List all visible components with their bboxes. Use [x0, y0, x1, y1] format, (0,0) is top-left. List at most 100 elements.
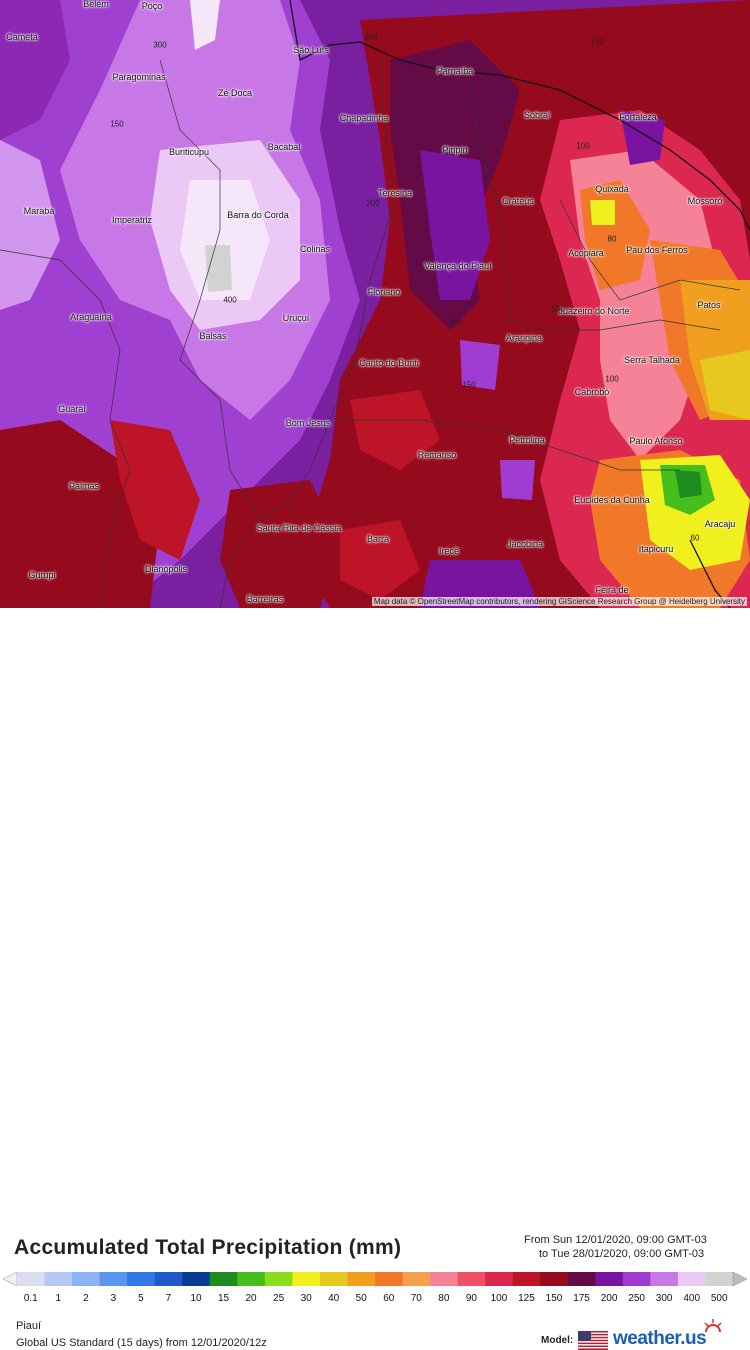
- contour-label: 150: [449, 318, 463, 328]
- contour-label: 150: [110, 119, 124, 129]
- city-label: Piripiri: [442, 145, 468, 155]
- city-label: Poço: [141, 1, 163, 11]
- precipitation-field: [0, 0, 750, 608]
- legend-swatch: [622, 1272, 651, 1286]
- legend-tick: 2: [83, 1293, 89, 1304]
- legend-tick: 400: [683, 1293, 701, 1304]
- legend-swatch: [264, 1272, 293, 1286]
- legend-tick: 175: [573, 1293, 590, 1304]
- city-label: Colinas: [299, 244, 331, 254]
- legend-swatch: [402, 1272, 431, 1286]
- city-label: Zé Doca: [217, 88, 253, 98]
- city-label: Irecê: [438, 546, 460, 556]
- contour-label: 200: [366, 198, 380, 208]
- city-label: Barreiras: [246, 594, 284, 604]
- city-label: Gurupi: [28, 570, 56, 580]
- city-label: Sobral: [523, 110, 551, 120]
- legend-tick: 20: [245, 1293, 257, 1304]
- legend-tick-labels: 0.1 1 2 3 5 7 10 15 20 25 30 40 50 60 70 80 90 100 125 150 1…: [0, 1293, 750, 1307]
- city-label: Araripina: [505, 333, 543, 343]
- city-label: Remanso: [417, 450, 457, 460]
- city-label: Cabrobó: [574, 387, 610, 397]
- legend-tick: 125: [518, 1293, 535, 1304]
- legend-colorbar: [3, 1272, 747, 1286]
- city-label: Paulo Afonso: [629, 436, 683, 446]
- legend-swatch: [72, 1272, 101, 1286]
- city-label: Floriano: [367, 287, 401, 297]
- legend-swatch: [650, 1272, 679, 1286]
- city-label: Quixadá: [595, 184, 629, 194]
- legend-swatch: [512, 1272, 541, 1286]
- city-label: Valença do Piauí: [424, 261, 492, 271]
- contour-label: 150: [590, 37, 604, 47]
- city-label: Pau dos Ferros: [626, 245, 688, 255]
- region-name: Piauí: [16, 1320, 42, 1332]
- city-label: Teresina: [377, 188, 413, 198]
- legend-tick: 0.1: [23, 1293, 38, 1304]
- city-label: Cametá: [6, 32, 38, 42]
- legend-arrow-right: [732, 1272, 747, 1286]
- city-label: Guaraí: [58, 404, 86, 414]
- contour-label: 150: [462, 380, 476, 390]
- legend-swatch: [705, 1272, 734, 1286]
- legend-swatch: [209, 1272, 238, 1286]
- legend-tick: 40: [328, 1293, 340, 1304]
- legend-swatch: [430, 1272, 459, 1286]
- legend-swatch: [127, 1272, 156, 1286]
- legend-swatch: [540, 1272, 569, 1286]
- city-label: Belém: [83, 0, 109, 9]
- city-label: Acopiara: [568, 248, 604, 258]
- legend-tick: 15: [217, 1293, 230, 1304]
- legend-tick: 300: [655, 1293, 673, 1304]
- city-label: Bacabal: [267, 142, 301, 152]
- city-label: Feira de: [595, 585, 629, 595]
- city-label: Euclides da Cunha: [574, 495, 650, 505]
- legend-tick: 1: [55, 1293, 62, 1304]
- city-label: Patos: [697, 300, 721, 310]
- legend-tick: 150: [545, 1293, 563, 1304]
- legend-tick: 200: [600, 1293, 618, 1304]
- city-label: Dianópolis: [144, 564, 188, 574]
- legend-tick: 50: [355, 1293, 367, 1304]
- legend-tick: 500: [710, 1293, 728, 1304]
- legend-swatch: [319, 1272, 348, 1286]
- legend-tick: 100: [490, 1293, 508, 1304]
- city-label: Juazeiro do Norte: [558, 306, 630, 316]
- city-label: Santa Rita de Cássia: [256, 523, 342, 533]
- city-label: Chapadinha: [339, 113, 389, 123]
- map-footer: Accumulated Total Precipitation (mm) Fro…: [0, 608, 750, 1350]
- city-label: Bom Jesus: [285, 418, 331, 428]
- contour-label: 100: [551, 304, 565, 314]
- city-label: Petrolina: [509, 435, 545, 445]
- legend-tick: 25: [273, 1293, 285, 1304]
- legend-swatch: [17, 1272, 46, 1286]
- city-label: Jacobina: [506, 539, 544, 549]
- legend-tick: 3: [110, 1293, 117, 1304]
- legend-swatch: [182, 1272, 211, 1286]
- city-label: Balsas: [199, 331, 227, 341]
- city-label: Serra Talhada: [624, 355, 680, 365]
- model-run-info: Global US Standard (15 days) from 12/01/…: [16, 1337, 267, 1349]
- city-label: Itapicuru: [638, 544, 674, 554]
- city-label: Crateús: [502, 196, 534, 206]
- city-label: Paragominas: [112, 72, 166, 82]
- period-from: From Sun 12/01/2020, 09:00 GMT-03: [524, 1234, 707, 1246]
- brand-logo[interactable]: weather.us: [613, 1328, 707, 1349]
- legend-tick: 250: [628, 1293, 645, 1304]
- city-label: Araguaína: [70, 312, 112, 322]
- legend-swatch: [375, 1272, 404, 1286]
- legend-tick: 70: [410, 1293, 422, 1304]
- model-label: Model:: [541, 1335, 574, 1346]
- city-label: Canto do Buriti: [359, 358, 419, 368]
- legend-swatch: [347, 1272, 376, 1286]
- legend-tick: 10: [190, 1293, 202, 1304]
- legend-swatch: [457, 1272, 486, 1286]
- city-label: Fortaleza: [619, 112, 657, 122]
- precipitation-map[interactable]: Belém Poço Cametá Paragominas São Luís Parnaí…: [0, 0, 750, 608]
- city-label: Buriticupu: [168, 147, 210, 157]
- city-label: Parnaíba: [436, 66, 474, 76]
- city-label: São Luís: [293, 45, 329, 55]
- contour-label: 400: [223, 295, 237, 305]
- legend-tick: 90: [465, 1293, 477, 1304]
- contour-label: 80: [607, 234, 617, 244]
